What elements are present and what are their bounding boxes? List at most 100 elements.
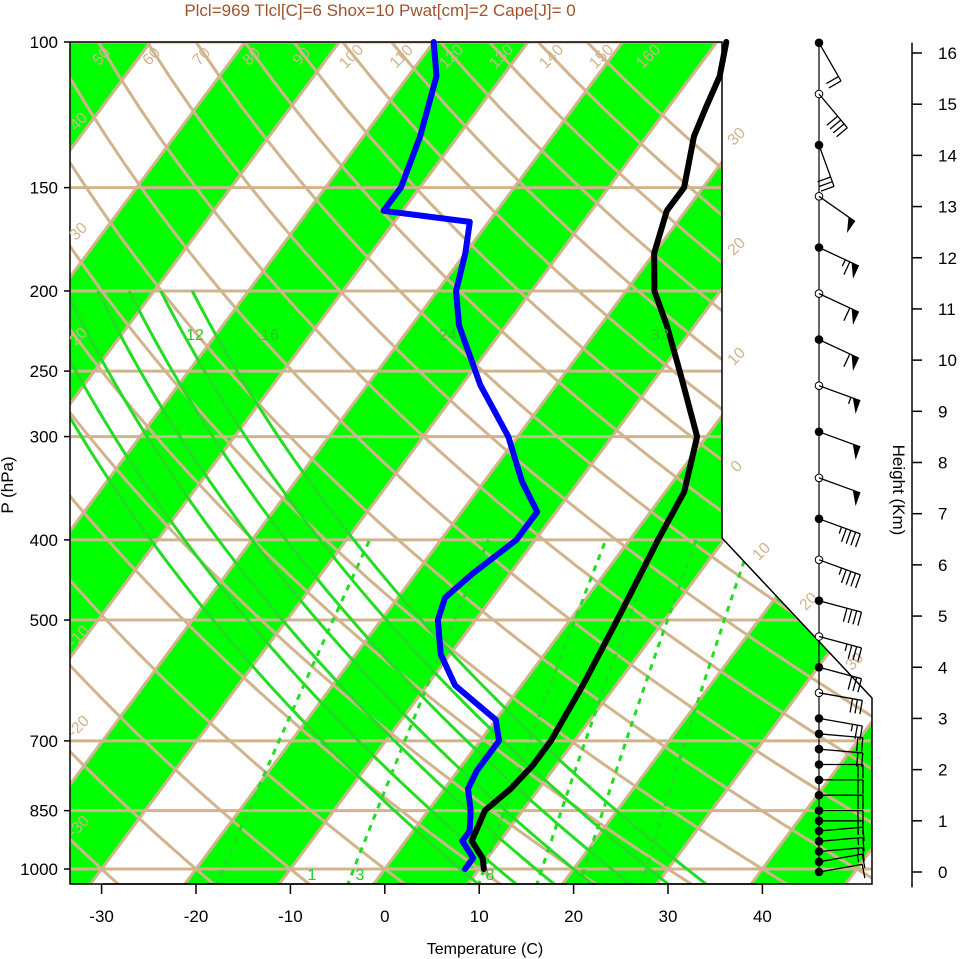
wind-barb-flag: [855, 752, 859, 767]
pressure-tick-label: 300: [30, 428, 58, 447]
wind-barb-staff: [818, 748, 863, 754]
isotherm-label: 10: [750, 539, 775, 564]
pressure-tick-label: 100: [30, 33, 58, 52]
temperature-tick-label: -10: [278, 907, 303, 926]
temperature-tick-label: 20: [564, 907, 583, 926]
wind-barb: [814, 427, 861, 460]
temperature-tick-label: 30: [659, 907, 678, 926]
wind-barb-flag: [859, 725, 863, 740]
wind-barb-half-flag: [847, 397, 852, 405]
wind-barb: [814, 243, 860, 279]
wind-barb-flag: [828, 80, 842, 89]
wind-barb-half-flag: [838, 567, 843, 575]
wind-barb: [814, 89, 848, 138]
wind-barb-flag: [854, 699, 859, 714]
wind-barb-flag: [852, 677, 858, 692]
wind-barb: [814, 473, 861, 507]
wind-barb-half-flag: [844, 643, 848, 651]
wind-barb-flag: [817, 176, 831, 183]
wind-barb: [814, 514, 861, 548]
wind-barb-flag: [850, 572, 857, 587]
wind-barb: [814, 775, 864, 794]
wind-barb-flag: [843, 307, 851, 321]
mixing-ratio-line: [345, 539, 490, 884]
wind-barb-pennant: [851, 354, 859, 371]
y-axis-label: P (hPa): [0, 456, 17, 513]
wind-barb-staff: [818, 717, 863, 727]
isotherm-line: [940, 0, 961, 884]
mixing-ratio-label: 32: [651, 327, 669, 344]
pressure-tick-label: 1000: [20, 860, 58, 879]
wind-barb: [814, 847, 865, 862]
wind-barb-flag: [859, 700, 863, 715]
dry-adiabat-line: [341, 42, 872, 884]
pressure-tick-label: 700: [30, 732, 58, 751]
wind-barb-half-flag: [850, 724, 854, 732]
wind-barb-flag: [847, 645, 853, 659]
wind-barb: [814, 596, 863, 626]
temperature-tick-label: 40: [753, 907, 772, 926]
wind-barb-flag: [857, 647, 863, 662]
height-tick-label: 5: [938, 607, 947, 626]
isotherm-label: 20: [725, 234, 750, 259]
wind-barb-flag: [820, 185, 835, 192]
wind-barb-flag: [840, 569, 847, 584]
height-tick-label: 7: [938, 505, 947, 524]
wind-barb-staff: [818, 863, 863, 873]
wind-barb-flag: [852, 610, 858, 625]
dry-adiabat-line: [97, 42, 872, 884]
wind-barb-half-flag: [857, 837, 860, 845]
height-tick-label: 0: [938, 863, 947, 882]
wind-barb-half-flag: [838, 526, 843, 534]
temperature-tick-label: -30: [89, 907, 114, 926]
height-tick-label: 2: [938, 761, 947, 780]
plot-frame: [69, 41, 873, 885]
wind-barb-half-flag: [856, 854, 860, 863]
wind-barb-staff: [818, 847, 863, 853]
temperature-profile-line: [468, 39, 730, 872]
wind-barb-flag: [857, 611, 863, 626]
moist-adiabat-line: [70, 290, 521, 884]
wind-barb: [814, 38, 842, 89]
wind-barb-flag: [832, 123, 845, 134]
wind-barb: [814, 662, 863, 693]
wind-barb-flag: [850, 531, 857, 546]
wind-barb-flag: [826, 76, 839, 85]
wind-barb: [814, 836, 865, 852]
wind-barb-staff: [818, 559, 861, 576]
wind-barb: [814, 760, 864, 779]
moist-adiabat-line: [127, 290, 635, 884]
moist-adiabat-line: [70, 290, 559, 884]
temperature-band: [751, 42, 872, 884]
wind-barb-pennant: [847, 216, 855, 233]
wind-barb-staff: [818, 666, 862, 680]
x-axis-label: Temperature (C): [427, 941, 543, 958]
wind-barb-flag: [845, 571, 852, 585]
wind-barb-flag: [854, 725, 859, 740]
wind-barb-staff: [818, 144, 835, 187]
wind-barb: [814, 714, 863, 740]
mixing-ratio-line: [577, 539, 698, 884]
mixing-ratio-label: 1: [308, 867, 317, 884]
wind-barb-staff: [818, 635, 862, 649]
temperature-band: [940, 0, 961, 884]
height-tick-label: 15: [938, 95, 957, 114]
temperature-tick-label: 0: [380, 907, 389, 926]
wind-barb-staff: [818, 93, 848, 129]
dry-adiabat-line: [194, 42, 872, 884]
wind-barb: [814, 381, 861, 414]
height-tick-label: 10: [938, 351, 957, 370]
pressure-tick-label: 850: [30, 802, 58, 821]
dry-adiabat-line: [243, 42, 872, 884]
wind-barb: [814, 688, 863, 715]
wind-barb: [814, 192, 856, 233]
wind-barb-flag: [860, 752, 864, 767]
wind-barb: [814, 863, 866, 879]
wind-barb-flag: [861, 864, 866, 879]
temperature-band: [0, 0, 27, 884]
chart-title: Plcl=969 Tlcl[C]=6 Shox=10 Pwat[cm]=2 Ca…: [184, 1, 575, 20]
dry-adiabat-line: [70, 42, 505, 884]
mixing-ratio-label: 12: [186, 327, 204, 344]
wind-barb-flag: [829, 119, 842, 130]
